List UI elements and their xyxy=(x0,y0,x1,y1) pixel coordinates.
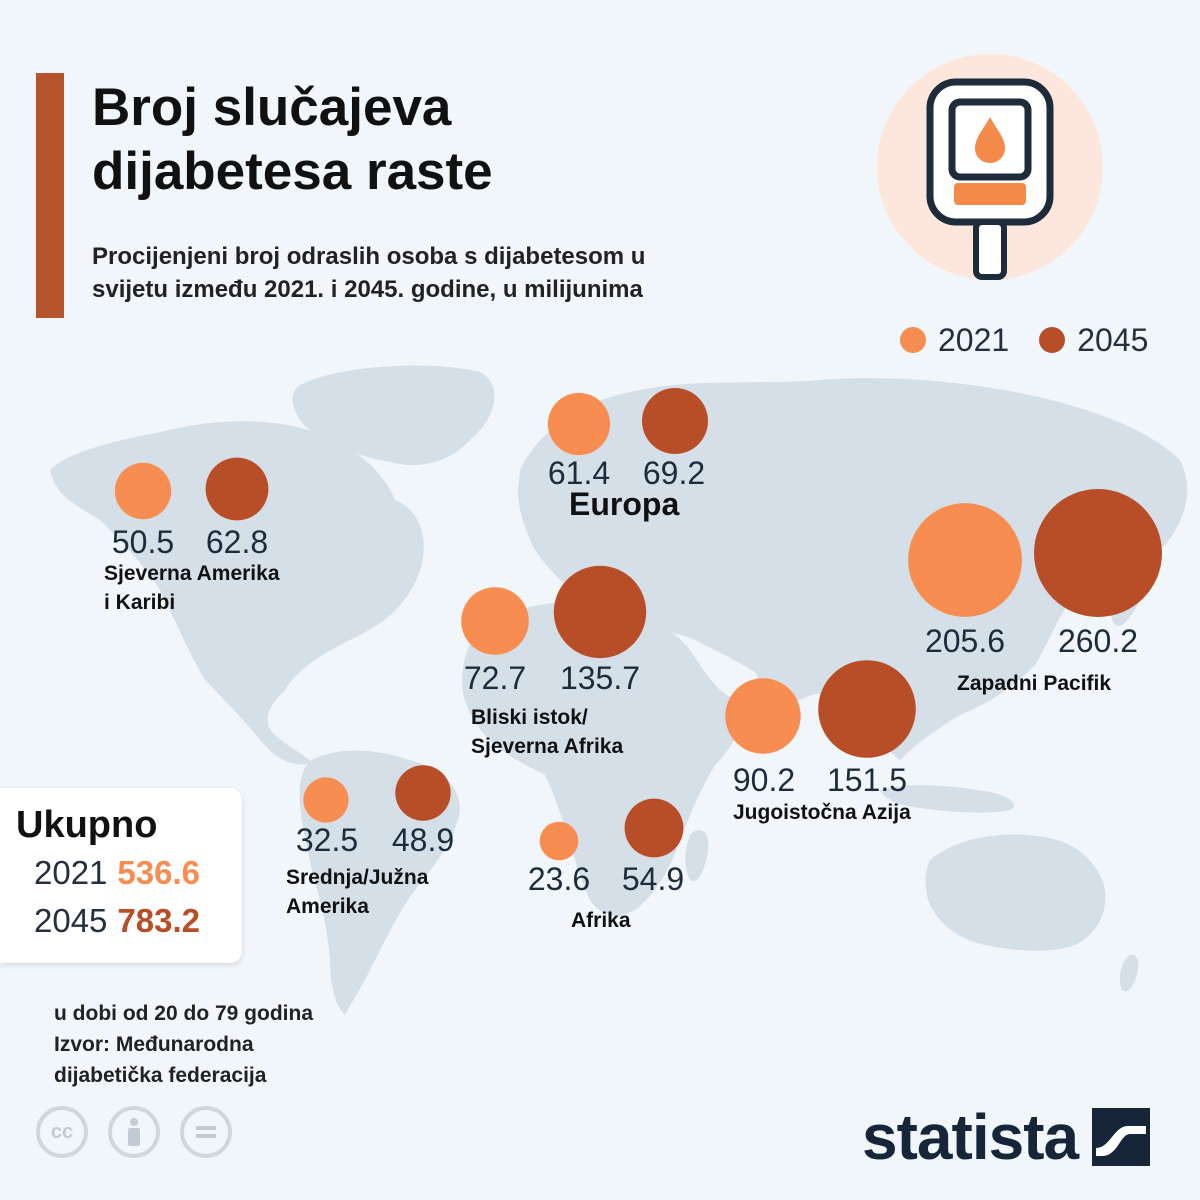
value-2021-na: 50.5 xyxy=(111,524,175,560)
legend-dot-2021 xyxy=(900,327,926,353)
value-2045-eu: 69.2 xyxy=(642,455,706,491)
bubble-2045-wp xyxy=(1034,489,1162,617)
value-2045-wp: 260.2 xyxy=(1057,623,1139,659)
legend-label-2021: 2021 xyxy=(938,321,1010,358)
bubble-2021-mena xyxy=(461,587,529,655)
region-label-na: Sjeverna Amerika i Karibi xyxy=(104,559,280,617)
value-2021-sam: 32.5 xyxy=(295,822,359,858)
total-value-2021: 536.6 xyxy=(117,854,201,891)
legend: 2021 2045 xyxy=(900,320,1178,360)
value-2045-mena: 135.7 xyxy=(559,660,641,696)
total-value-2045: 783.2 xyxy=(117,902,201,939)
greenland xyxy=(292,365,495,466)
page-title: Broj slučajeva dijabetesa raste xyxy=(92,76,493,204)
note-line-3: dijabetička federacija xyxy=(54,1064,267,1087)
region-label-af-line-1: Afrika xyxy=(571,909,631,932)
equals-icon[interactable] xyxy=(180,1106,232,1158)
bubble-2021-na xyxy=(114,462,172,520)
note-line-2: Izvor: Međunarodna xyxy=(54,1033,254,1056)
value-2021-eu: 61.4 xyxy=(547,455,611,491)
total-row-2045: 2045 783.2 xyxy=(34,902,200,940)
region-label-na-line-1: Sjeverna Amerika xyxy=(104,562,280,585)
region-label-mena-line-1: Bliski istok/ xyxy=(471,706,588,729)
value-2045-af: 54.9 xyxy=(621,861,685,897)
attribution-icon[interactable] xyxy=(108,1106,160,1158)
region-label-sea: Jugoistočna Azija xyxy=(733,798,911,827)
new-zealand xyxy=(1119,954,1139,992)
region-label-sam-line-1: Srednja/Južna xyxy=(286,866,429,889)
legend-label-2045: 2045 xyxy=(1077,321,1149,358)
australia xyxy=(925,834,1106,951)
bubble-2021-wp xyxy=(908,503,1022,617)
bubble-2045-sea xyxy=(818,660,916,758)
bubble-2045-af xyxy=(624,798,684,858)
region-label-eu: Europa xyxy=(569,486,680,522)
region-label-af: Afrika xyxy=(571,906,631,935)
bubble-2021-eu xyxy=(547,392,611,456)
region-label-sam: Srednja/Južna Amerika xyxy=(286,863,428,921)
note-line-1: u dobi od 20 do 79 godina xyxy=(54,1002,314,1025)
region-label-na-line-2: i Karibi xyxy=(104,591,176,614)
bubble-2021-sam xyxy=(303,777,349,823)
bubble-2021-sea xyxy=(725,678,801,754)
bubble-2045-na xyxy=(205,457,269,521)
madagascar xyxy=(685,830,709,881)
value-2021-af: 23.6 xyxy=(527,861,591,897)
statista-logo[interactable]: statista xyxy=(862,1100,1151,1174)
region-label-mena: Bliski istok/ Sjeverna Afrika xyxy=(471,703,623,761)
subtitle-line-1: Procijenjeni broj odraslih osoba s dijab… xyxy=(92,243,646,270)
value-2021-mena: 72.7 xyxy=(463,660,527,696)
value-2045-na: 62.8 xyxy=(205,524,269,560)
title-line-2: dijabetesa raste xyxy=(92,142,493,201)
accent-bar xyxy=(36,73,64,318)
source-note: u dobi od 20 do 79 godina Izvor: Međunar… xyxy=(54,998,313,1091)
total-row-2021: 2021 536.6 xyxy=(34,854,200,892)
value-2021-wp: 205.6 xyxy=(924,623,1006,659)
indonesia xyxy=(880,785,1014,813)
uk xyxy=(535,474,559,513)
value-2045-sam: 48.9 xyxy=(391,822,455,858)
bubble-2045-sam xyxy=(395,765,451,821)
total-year-2045: 2045 xyxy=(34,902,108,939)
region-label-wp-line-1: Zapadni Pacifik xyxy=(957,672,1112,695)
subtitle-line-2: svijetu između 2021. i 2045. godine, u m… xyxy=(92,276,643,303)
logo-text: statista xyxy=(862,1101,1079,1173)
bubble-2021-af xyxy=(539,821,579,861)
glucometer-icon xyxy=(877,54,1103,280)
region-label-eu-line-1: Europa xyxy=(569,486,680,522)
total-year-2021: 2021 xyxy=(34,854,108,891)
total-title: Ukupno xyxy=(16,804,158,846)
region-label-sea-line-1: Jugoistočna Azija xyxy=(733,801,911,824)
value-2045-sea: 151.5 xyxy=(826,762,908,798)
statista-logo-icon xyxy=(1092,1108,1151,1166)
eurasia xyxy=(518,378,1188,760)
bubble-2045-mena xyxy=(553,565,647,659)
bubble-2045-eu xyxy=(642,388,708,454)
cc-icon[interactable]: cc xyxy=(36,1106,88,1158)
region-label-wp: Zapadni Pacifik xyxy=(957,669,1111,698)
legend-dot-2045 xyxy=(1039,327,1066,353)
subtitle: Procijenjeni broj odraslih osoba s dijab… xyxy=(92,240,645,306)
region-label-sam-line-2: Amerika xyxy=(286,895,369,918)
total-box: Ukupno 2021 536.6 2045 783.2 xyxy=(0,788,242,963)
value-2021-sea: 90.2 xyxy=(732,762,796,798)
title-line-1: Broj slučajeva xyxy=(92,78,452,137)
region-label-mena-line-2: Sjeverna Afrika xyxy=(471,735,624,758)
license-icons: cc xyxy=(36,1106,252,1158)
